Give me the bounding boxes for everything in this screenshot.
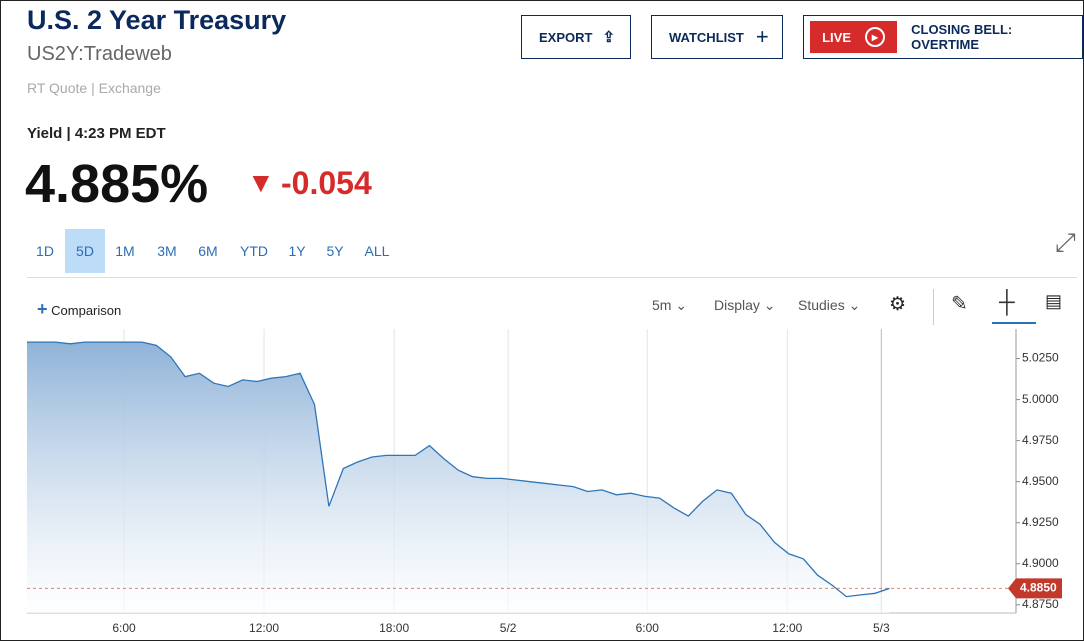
comment-icon[interactable]: ▤ [1045, 291, 1063, 311]
change: -0.054 [281, 165, 372, 201]
label: Studies [798, 297, 845, 313]
y-tick-label: 4.9500 [1022, 474, 1059, 488]
x-tick-label: 12:00 [772, 621, 802, 635]
range-button[interactable]: 5D [65, 229, 105, 273]
interval-select[interactable]: 5m ⌄ [652, 297, 688, 313]
divider [27, 277, 1077, 278]
y-tick-label: 5.0000 [1022, 392, 1059, 406]
label: Comparison [51, 303, 122, 318]
range-button[interactable]: 6M [198, 243, 218, 259]
label: EXPORT [539, 29, 593, 45]
y-tick-label: 4.9000 [1022, 556, 1059, 570]
range-button[interactable]: ALL [364, 243, 390, 259]
y-tick-label: 4.9750 [1022, 433, 1059, 447]
symbol: US2Y:Tradeweb [27, 43, 172, 65]
label: LIVE [822, 29, 851, 45]
range-button[interactable]: 1M [115, 243, 135, 259]
label: 5m [652, 297, 672, 313]
range-button[interactable]: 3M [157, 243, 177, 259]
last-value-label: 4.8850 [1020, 581, 1057, 595]
x-tick-label: 6:00 [112, 621, 136, 635]
studies-select[interactable]: Studies ⌄ [798, 297, 861, 313]
range-button[interactable]: 1D [36, 243, 54, 259]
last-value-tag [1008, 578, 1062, 599]
crosshair-icon[interactable]: ┼ [999, 289, 1015, 314]
x-tick-label: 5/2 [500, 621, 517, 635]
line [27, 341, 890, 598]
settings-icon[interactable]: ⚙ [889, 294, 907, 315]
live-show: CLOSING BELL: OVERTIME [911, 22, 1013, 52]
expand-icon[interactable]: ⤢ [1055, 227, 1076, 257]
icon: ⇪ [602, 29, 616, 46]
comparison-button[interactable]: + Comparison [37, 299, 122, 319]
export-button[interactable]: EXPORT ⇪ [521, 15, 631, 59]
x-tick-label: 6:00 [636, 621, 660, 635]
down-arrow: ▼ [247, 167, 275, 198]
icon: + [755, 24, 769, 49]
title: U.S. 2 Year Treasury [27, 5, 287, 35]
display-select[interactable]: Display ⌄ [714, 297, 776, 313]
label: WATCHLIST [669, 29, 744, 45]
range-button[interactable]: 5Y [326, 243, 344, 259]
y-tick-label: 4.8750 [1022, 597, 1059, 611]
area [27, 342, 890, 613]
separator [933, 289, 934, 325]
source: RT Quote | Exchange [27, 80, 161, 96]
x-tick-label: 12:00 [249, 621, 279, 635]
x-tick-label: 18:00 [379, 621, 409, 635]
live-badge: LIVE ▶ [810, 21, 898, 53]
range-button[interactable]: YTD [240, 243, 268, 259]
quote-time: Yield | 4:23 PM EDT [27, 125, 166, 142]
watchlist-button[interactable]: WATCHLIST + [651, 15, 783, 59]
draw-icon[interactable]: ✎ [951, 293, 968, 315]
label: Display [714, 297, 760, 313]
range-button[interactable]: 1Y [288, 243, 306, 259]
price: 4.885% [25, 154, 209, 214]
active-indicator [992, 322, 1036, 324]
y-tick-label: 4.9250 [1022, 515, 1059, 529]
y-tick-label: 5.0250 [1022, 351, 1059, 365]
x-tick-label: 5/3 [873, 621, 890, 635]
icon: ▶ [865, 27, 885, 47]
live-button[interactable]: LIVE ▶ CLOSING BELL: OVERTIME [803, 15, 1083, 59]
